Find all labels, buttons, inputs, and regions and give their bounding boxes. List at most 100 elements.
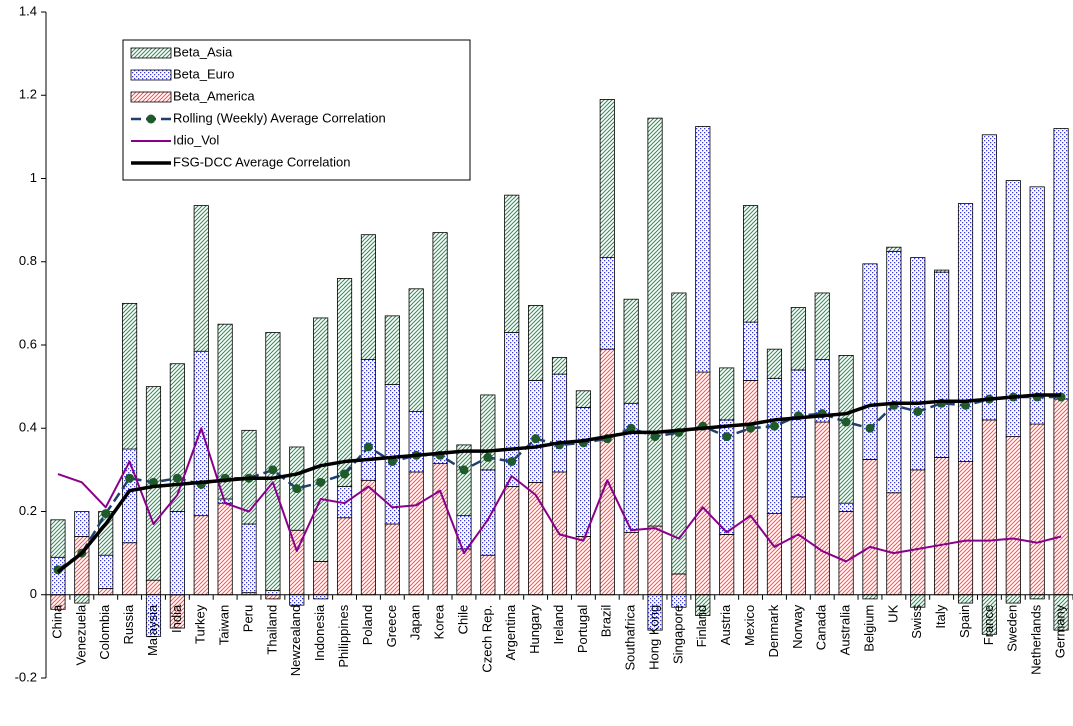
bar-segment xyxy=(1005,180,1021,437)
bar-segment xyxy=(647,117,663,527)
bar-segment xyxy=(1005,594,1021,604)
x-tick-label: Southafrica xyxy=(623,604,638,671)
bar-segment xyxy=(50,556,66,596)
bar-segment xyxy=(695,371,711,596)
x-tick-label: Taiwan xyxy=(217,605,232,645)
bar-segment xyxy=(671,573,687,596)
x-tick-label: Norway xyxy=(790,604,805,649)
bar-segment xyxy=(289,594,305,606)
bar-segment xyxy=(456,444,472,517)
bar-segment xyxy=(838,355,854,504)
bar-segment xyxy=(408,471,424,596)
x-tick-label: Netherlands xyxy=(1029,604,1044,675)
legend-label: Beta_Euro xyxy=(173,66,234,81)
bar-segment xyxy=(719,367,735,421)
x-tick-label: Turkey xyxy=(193,604,208,644)
x-tick-label: Swiss xyxy=(909,604,924,638)
bar-segment xyxy=(241,523,257,594)
bar-segment xyxy=(957,594,974,604)
bar-segment xyxy=(313,317,329,562)
legend-label: FSG-DCC Average Correlation xyxy=(173,154,351,169)
bar-segment xyxy=(50,519,66,558)
legend-label: Beta_Asia xyxy=(173,44,233,59)
x-tick-label: Czech Rep. xyxy=(479,605,494,673)
series-marker xyxy=(363,442,373,452)
series-line xyxy=(57,427,1062,563)
bar-segment xyxy=(957,461,974,596)
bar-segment xyxy=(957,203,974,462)
bar-segment xyxy=(408,288,424,412)
x-tick-label: Italy xyxy=(933,604,948,628)
bar-segment xyxy=(814,292,830,360)
legend-marker xyxy=(146,114,156,124)
bar-segment xyxy=(98,588,114,596)
bar-segment xyxy=(862,459,878,596)
bar-segment xyxy=(599,99,615,258)
bar-segment xyxy=(790,307,806,371)
x-tick-label: Sweden xyxy=(1005,605,1020,652)
x-tick-label: Ireland xyxy=(551,605,566,645)
bar-segment xyxy=(193,350,209,517)
bar-segment xyxy=(886,492,902,596)
series-marker xyxy=(626,423,636,433)
series-marker xyxy=(650,432,660,442)
x-tick-label: Russia xyxy=(121,604,136,645)
bar-segment xyxy=(695,126,711,373)
bar-segment xyxy=(217,323,233,500)
x-tick-label: Peru xyxy=(240,605,255,632)
x-tick-label: Denmark xyxy=(766,604,781,657)
y-tick-label: 0.6 xyxy=(19,336,37,351)
y-tick-label: 0.4 xyxy=(19,420,37,435)
x-tick-label: Greece xyxy=(384,605,399,648)
legend-label: Idio_Vol xyxy=(173,132,219,147)
y-tick-label: 0 xyxy=(30,586,37,601)
bar-segment xyxy=(193,205,209,352)
x-tick-label: Argentina xyxy=(503,604,518,660)
x-tick-label: Belgium xyxy=(861,605,876,652)
x-tick-label: Colombia xyxy=(97,604,112,660)
y-tick-label: -0.2 xyxy=(15,669,37,684)
bar-segment xyxy=(360,359,376,481)
x-tick-label: Japan xyxy=(408,605,423,640)
bar-segment xyxy=(886,250,902,494)
series-marker xyxy=(531,434,541,444)
series-marker xyxy=(961,400,971,410)
bar-segment xyxy=(575,536,591,596)
legend-swatch xyxy=(130,47,172,59)
bar-segment xyxy=(886,246,902,252)
series-marker xyxy=(507,457,517,467)
series-marker xyxy=(268,465,278,475)
bar-segment xyxy=(504,194,520,333)
x-tick-label: Portugal xyxy=(575,605,590,654)
series-marker xyxy=(865,423,875,433)
bar-segment xyxy=(862,263,878,460)
bar-segment xyxy=(981,134,997,421)
x-tick-label: Venezuela xyxy=(73,604,88,665)
bar-segment xyxy=(934,271,950,458)
bar-segment xyxy=(145,579,162,596)
series-marker xyxy=(125,473,135,483)
bar-segment xyxy=(862,594,878,600)
x-tick-label: Newzealand xyxy=(288,605,303,677)
bar-segment xyxy=(719,533,735,596)
bar-segment xyxy=(193,515,209,596)
x-tick-label: Germany xyxy=(1052,604,1067,658)
x-tick-label: India xyxy=(169,604,184,633)
x-tick-label: Austria xyxy=(718,604,733,645)
bar-segment xyxy=(838,511,854,596)
legend-swatch xyxy=(130,91,172,103)
x-tick-label: Philippines xyxy=(336,604,351,667)
bar-segment xyxy=(1053,398,1069,596)
y-tick-label: 1.4 xyxy=(19,3,37,18)
series-marker xyxy=(769,421,779,431)
legend-box xyxy=(122,39,471,181)
bar-segment xyxy=(432,463,448,596)
bar-segment xyxy=(743,321,759,381)
bar-segment xyxy=(814,421,830,596)
x-tick-label: Hong Kong xyxy=(646,605,661,670)
bar-segment xyxy=(790,369,806,498)
bar-segment xyxy=(313,561,329,596)
bar-segment xyxy=(766,513,783,596)
